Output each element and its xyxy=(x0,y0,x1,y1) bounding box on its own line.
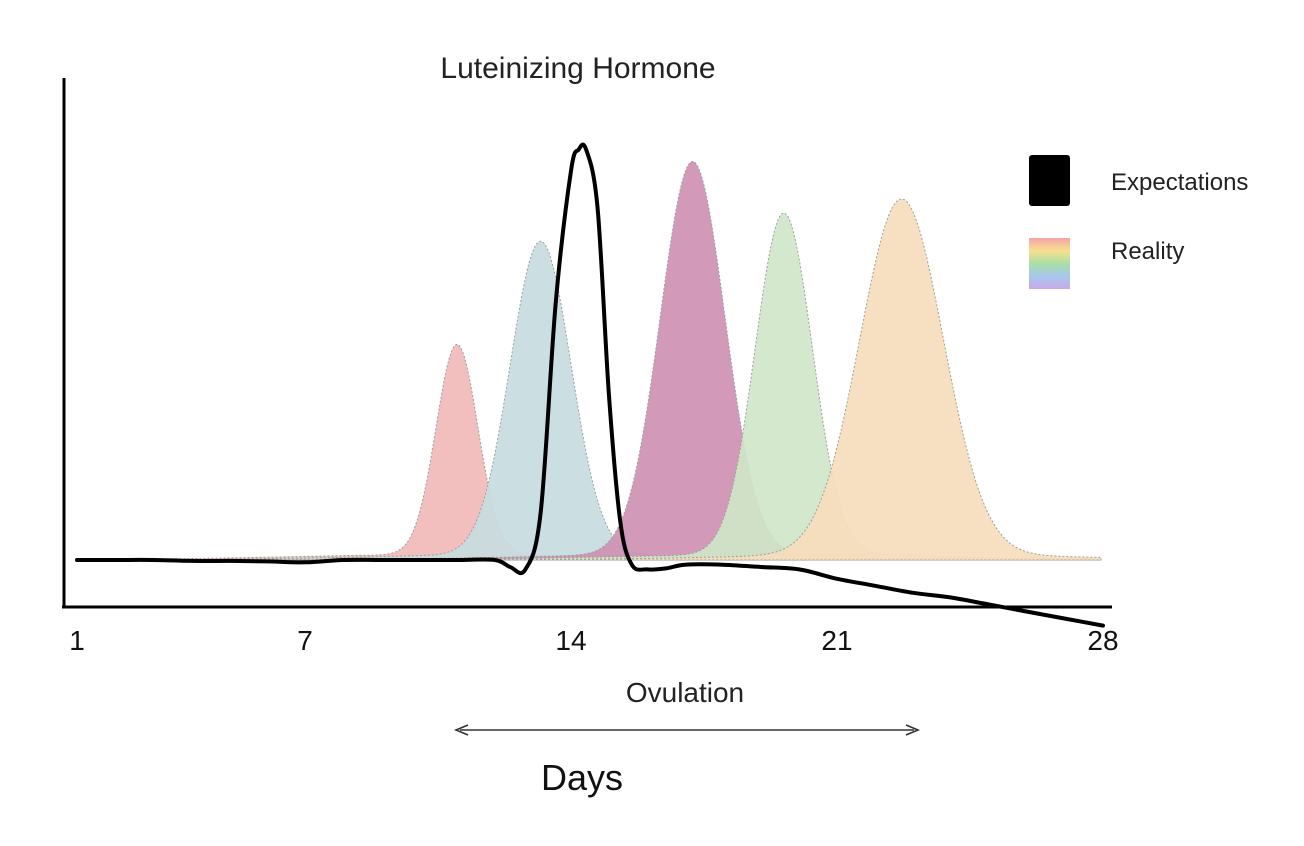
legend-swatch-reality xyxy=(1029,238,1070,289)
days-label: Days xyxy=(541,757,623,798)
x-tick-label: 1 xyxy=(69,625,85,656)
x-tick-labels: 1 7 14 21 28 xyxy=(69,625,1118,656)
x-tick-label: 7 xyxy=(297,625,313,656)
x-axis-label: Ovulation xyxy=(626,677,744,708)
legend-label-expectations: Expectations xyxy=(1111,169,1248,196)
x-tick-label: 28 xyxy=(1087,625,1118,656)
chart-title: Luteinizing Hormone xyxy=(440,52,715,85)
expectations-curve xyxy=(75,142,1105,628)
x-tick-label: 21 xyxy=(821,625,852,656)
x-tick-label: 14 xyxy=(555,625,586,656)
legend-swatch-expectations xyxy=(1029,155,1070,206)
days-range-arrow xyxy=(453,724,921,736)
legend-label-reality: Reality xyxy=(1111,238,1184,265)
legend: Expectations Reality xyxy=(1029,155,1248,289)
expectations-curve-group xyxy=(75,142,1105,628)
